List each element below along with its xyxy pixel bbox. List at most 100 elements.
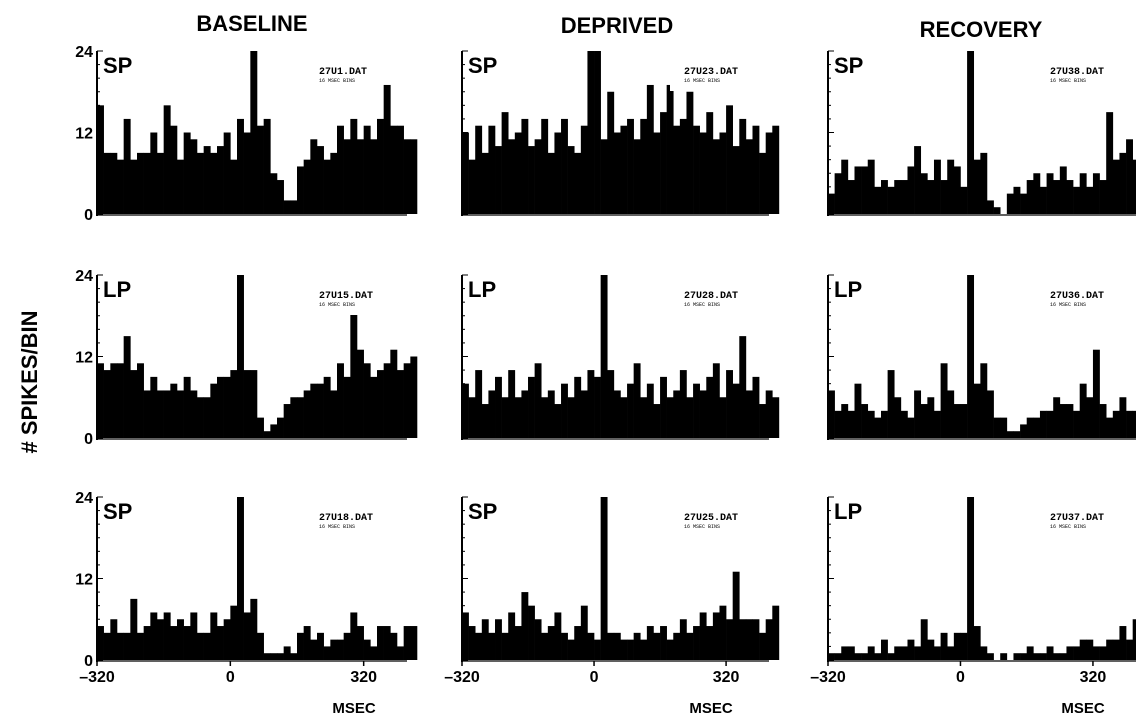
histogram-bar: [203, 146, 211, 214]
histogram-bar: [1092, 173, 1100, 214]
histogram-bar: [973, 159, 981, 214]
histogram-bar: [123, 118, 131, 214]
histogram-bar: [263, 118, 271, 214]
histogram-bar: [1079, 383, 1087, 438]
histogram-bar: [1106, 639, 1114, 660]
histogram-bar: [1092, 646, 1100, 660]
histogram-bar: [488, 125, 496, 214]
y-tick-label: 24: [75, 268, 93, 285]
histogram-bar: [726, 619, 733, 660]
histogram-bar: [726, 105, 733, 214]
histogram-bar: [980, 363, 988, 438]
file-name-label: 27U38.DAT: [1050, 67, 1104, 78]
histogram-bar: [197, 152, 204, 214]
x-tick-label: 320: [1080, 669, 1107, 686]
histogram-bar: [686, 632, 694, 660]
histogram-bar: [732, 146, 740, 214]
condition-label-background: [465, 277, 501, 303]
histogram-bar: [197, 632, 204, 660]
histogram-bar: [250, 51, 258, 214]
x-tick-label: 0: [226, 669, 235, 686]
histogram-bar: [1046, 410, 1054, 438]
histogram-bar: [600, 497, 608, 660]
histogram-bar: [706, 626, 714, 660]
histogram-bar: [243, 612, 251, 660]
histogram-bar: [567, 397, 575, 438]
histogram-bar: [1066, 646, 1074, 660]
histogram-bar: [350, 118, 358, 214]
histogram-bar: [752, 376, 760, 438]
histogram-bar: [1119, 152, 1127, 214]
histogram-bar: [927, 639, 935, 660]
histogram-bar: [117, 159, 124, 214]
histogram-bar: [841, 159, 849, 214]
histogram-bar: [337, 639, 344, 660]
histogram-bar: [501, 112, 509, 214]
histogram-bar: [481, 404, 489, 438]
histogram-bar: [759, 632, 766, 660]
histogram-bar: [547, 390, 555, 438]
histogram-bar: [110, 619, 118, 660]
histogram-bar: [230, 605, 238, 660]
histogram-bar: [323, 376, 331, 438]
histogram-bar: [1033, 653, 1041, 660]
histogram-bar: [1066, 404, 1074, 438]
condition-label: LP: [834, 277, 862, 302]
histogram-bar: [357, 626, 364, 660]
histogram-bar: [874, 417, 882, 438]
histogram-bar: [1099, 180, 1107, 214]
histogram-bar: [157, 619, 164, 660]
histogram-bar: [887, 653, 895, 660]
histogram-bar: [350, 295, 358, 438]
histogram-bar: [363, 639, 371, 660]
x-tick-label: –320: [79, 669, 115, 686]
histogram-bar: [587, 370, 595, 438]
histogram-bar: [1053, 397, 1061, 438]
condition-label: SP: [103, 53, 132, 78]
histogram-bar: [323, 646, 331, 660]
y-tick-label: 12: [75, 126, 93, 143]
histogram-bar: [110, 363, 118, 438]
histogram-bar: [370, 139, 378, 214]
histogram-bar: [841, 646, 849, 660]
histogram-bar: [699, 132, 707, 214]
y-tick-label: 0: [84, 431, 93, 448]
histogram-bar: [927, 180, 935, 214]
histogram-bar: [317, 632, 324, 660]
histogram-bar: [607, 91, 615, 214]
histogram-bar: [277, 180, 284, 214]
histogram-bar: [887, 370, 895, 438]
histogram-bar: [765, 132, 773, 214]
histogram-bar: [640, 639, 648, 660]
histogram-bar: [403, 139, 411, 214]
histogram-bar: [554, 612, 562, 660]
histogram-bar: [257, 632, 264, 660]
histogram-bar: [719, 397, 727, 438]
histogram-bar: [719, 605, 727, 660]
histogram-bar: [587, 51, 595, 214]
histogram-bar: [745, 390, 753, 438]
histogram-bar: [712, 139, 720, 214]
histogram-bar: [1106, 417, 1114, 438]
histogram-bar: [541, 397, 549, 438]
histogram-bar: [867, 410, 875, 438]
histogram-bar: [237, 497, 244, 660]
histogram-bar: [150, 612, 158, 660]
histogram-bar: [759, 152, 766, 214]
histogram-bar: [861, 404, 869, 438]
histogram-bar: [646, 383, 654, 438]
histogram-bar: [514, 397, 522, 438]
histogram-bar: [462, 132, 469, 214]
file-name-label: 27U28.DAT: [684, 291, 738, 302]
y-tick-label: 0: [84, 207, 93, 224]
histogram-bar: [920, 404, 928, 438]
histogram-bar: [686, 91, 694, 214]
histogram-bar: [183, 132, 191, 214]
histogram-bar: [257, 125, 264, 214]
histogram-bar: [940, 363, 948, 438]
histogram-bar: [370, 376, 378, 438]
histogram-bar: [130, 598, 138, 660]
histogram-bar: [475, 125, 483, 214]
